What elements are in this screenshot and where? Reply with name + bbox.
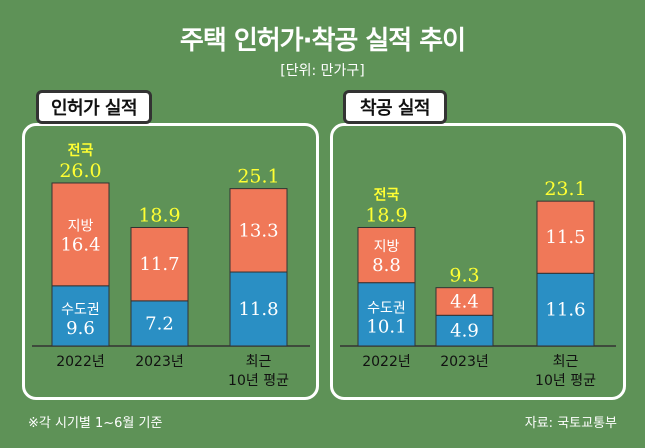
category-label: 10년 평균: [535, 373, 596, 389]
category-label: 2023년: [440, 354, 489, 370]
series-label-capital: 수도권: [367, 300, 406, 316]
permits-panel-title: 인허가 실적: [36, 90, 152, 124]
value-label-total: 18.9: [365, 204, 407, 226]
total-prefix-label: 전국: [374, 186, 400, 203]
value-label-regional: 4.4: [450, 291, 479, 312]
value-label-capital: 11.6: [545, 300, 585, 321]
starts-panel-title: 착공 실적: [343, 90, 447, 124]
series-label-regional: 지방: [374, 239, 400, 255]
starts-bar-regional: [435, 287, 494, 316]
permits-panel: [22, 123, 319, 400]
source-label: 자료: 국토교통부: [524, 416, 617, 431]
value-label-total: 18.9: [138, 204, 180, 226]
permits-bar-capital: [130, 300, 189, 347]
value-label-capital: 4.9: [450, 321, 479, 342]
starts-bar-capital: [536, 272, 595, 347]
starts-panel: [330, 123, 626, 400]
value-label-total: 25.1: [237, 166, 279, 188]
series-label-regional: 지방: [68, 218, 94, 234]
starts-bar-regional: [536, 200, 595, 274]
value-label-capital: 7.2: [145, 313, 174, 334]
value-label-total: 26.0: [59, 160, 101, 182]
permits-bar-regional: [51, 182, 110, 287]
unit-label: [단위: 만가구]: [280, 63, 365, 79]
category-label: 최근: [246, 354, 272, 370]
permits-bar-regional: [130, 226, 189, 302]
category-label: 2022년: [362, 354, 411, 370]
series-label-capital: 수도권: [61, 302, 100, 318]
value-label-total: 9.3: [449, 265, 479, 287]
category-label: 최근: [553, 354, 579, 370]
starts-bar-capital: [357, 282, 416, 347]
value-label-capital: 9.6: [66, 318, 95, 339]
value-label-regional: 11.5: [545, 227, 585, 248]
value-label-capital: 10.1: [366, 316, 406, 337]
value-label-regional: 8.8: [372, 255, 401, 276]
category-label: 2023년: [135, 354, 184, 370]
permits-bar-capital: [229, 271, 288, 347]
permits-bar-capital: [51, 285, 110, 347]
value-label-capital: 11.8: [238, 299, 278, 320]
starts-bar-capital: [435, 314, 494, 347]
permits-bar-regional: [229, 188, 288, 273]
starts-bar-regional: [357, 226, 416, 284]
category-label: 10년 평균: [228, 373, 289, 389]
value-label-total: 23.1: [544, 178, 586, 200]
footnote: ※각 시기별 1~6월 기준: [28, 416, 163, 431]
value-label-regional: 16.4: [60, 234, 100, 255]
page-title: 주택 인허가·착공 실적 추이: [179, 26, 466, 56]
value-label-regional: 13.3: [238, 220, 278, 241]
category-label: 2022년: [56, 354, 105, 370]
value-label-regional: 11.7: [139, 254, 179, 275]
total-prefix-label: 전국: [68, 142, 94, 159]
